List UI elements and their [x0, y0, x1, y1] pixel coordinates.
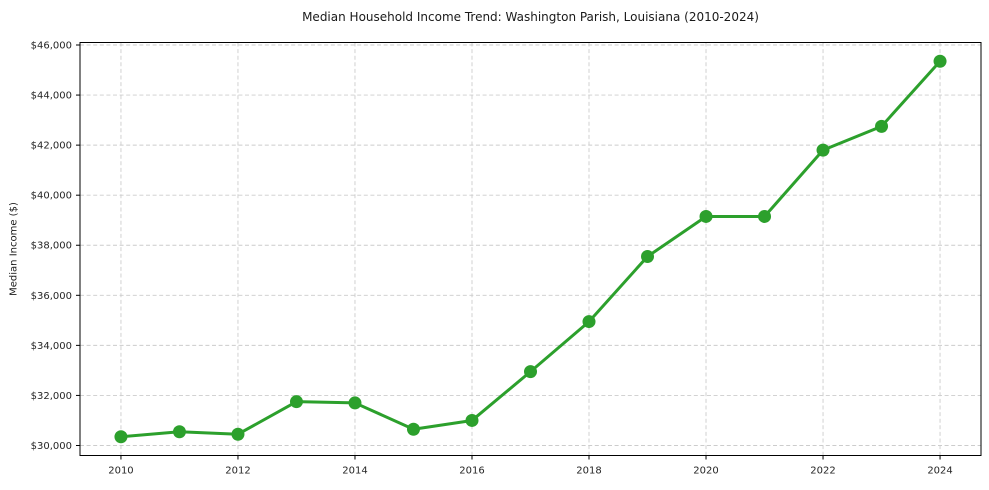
- chart-title: Median Household Income Trend: Washingto…: [302, 10, 759, 24]
- data-point-marker: [289, 395, 303, 409]
- data-point-marker: [933, 54, 947, 68]
- y-tick-label: $38,000: [31, 241, 72, 252]
- data-point-marker: [465, 413, 479, 427]
- data-point-marker: [816, 143, 830, 157]
- y-tick-label: $30,000: [31, 441, 72, 452]
- y-tick-label: $42,000: [31, 141, 72, 152]
- y-tick-label: $46,000: [31, 41, 72, 52]
- data-point-marker: [699, 209, 713, 223]
- data-point-marker: [172, 425, 186, 439]
- x-tick-label: 2012: [225, 466, 250, 477]
- x-tick-label: 2014: [342, 466, 367, 477]
- data-point-marker: [524, 365, 537, 379]
- data-point-marker: [406, 422, 420, 436]
- data-point-marker: [582, 315, 596, 329]
- y-tick-label: $34,000: [31, 341, 72, 352]
- data-point-marker: [758, 209, 772, 223]
- y-tick-label: $44,000: [31, 91, 72, 102]
- data-point-marker: [348, 396, 362, 410]
- x-tick-label: 2016: [459, 466, 484, 477]
- x-tick-label: 2020: [693, 466, 718, 477]
- x-tick-label: 2018: [576, 466, 601, 477]
- plot-border: [79, 42, 982, 456]
- data-point-marker: [641, 250, 655, 264]
- data-point-marker: [231, 427, 245, 441]
- data-point-marker: [114, 430, 128, 444]
- x-tick-label: 2022: [810, 466, 835, 477]
- y-tick-label: $32,000: [31, 391, 72, 402]
- x-tick-label: 2024: [927, 466, 952, 477]
- y-tick-label: $36,000: [31, 291, 72, 302]
- x-tick-label: 2010: [108, 466, 133, 477]
- trend-line: [119, 59, 942, 439]
- y-tick-label: $40,000: [31, 191, 72, 202]
- data-point-marker: [875, 119, 889, 133]
